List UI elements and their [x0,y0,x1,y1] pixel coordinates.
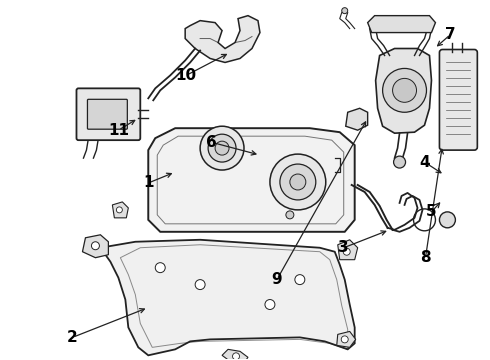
Polygon shape [185,15,260,62]
Circle shape [155,263,165,273]
Text: 8: 8 [420,250,431,265]
Circle shape [92,242,99,250]
Circle shape [286,211,294,219]
Circle shape [440,212,455,228]
Text: 1: 1 [143,175,153,190]
Circle shape [341,336,348,343]
Circle shape [270,154,326,210]
Polygon shape [100,240,355,355]
Text: 11: 11 [108,123,129,138]
Circle shape [200,126,244,170]
Text: 10: 10 [175,68,196,83]
Circle shape [393,156,406,168]
Polygon shape [368,15,436,32]
Text: 9: 9 [271,272,282,287]
FancyBboxPatch shape [440,50,477,150]
Circle shape [116,207,122,213]
Polygon shape [337,332,356,347]
Circle shape [290,174,306,190]
Text: 3: 3 [339,240,349,255]
Circle shape [208,134,236,162]
Circle shape [343,248,350,255]
Polygon shape [148,128,355,232]
Text: 5: 5 [426,204,437,219]
Circle shape [215,141,229,155]
Circle shape [392,78,416,102]
FancyBboxPatch shape [87,99,127,129]
Text: 6: 6 [206,135,217,150]
Polygon shape [338,240,358,260]
FancyBboxPatch shape [76,88,140,140]
Circle shape [265,300,275,310]
Polygon shape [222,349,248,360]
Text: 2: 2 [67,330,78,345]
Circle shape [342,8,348,14]
Polygon shape [112,202,128,218]
Circle shape [383,68,426,112]
Circle shape [280,164,316,200]
Text: 4: 4 [419,154,430,170]
Polygon shape [376,49,432,133]
Polygon shape [82,235,108,258]
Circle shape [295,275,305,285]
Circle shape [233,353,240,360]
Polygon shape [346,108,368,130]
Circle shape [195,280,205,289]
Text: 7: 7 [445,27,456,42]
